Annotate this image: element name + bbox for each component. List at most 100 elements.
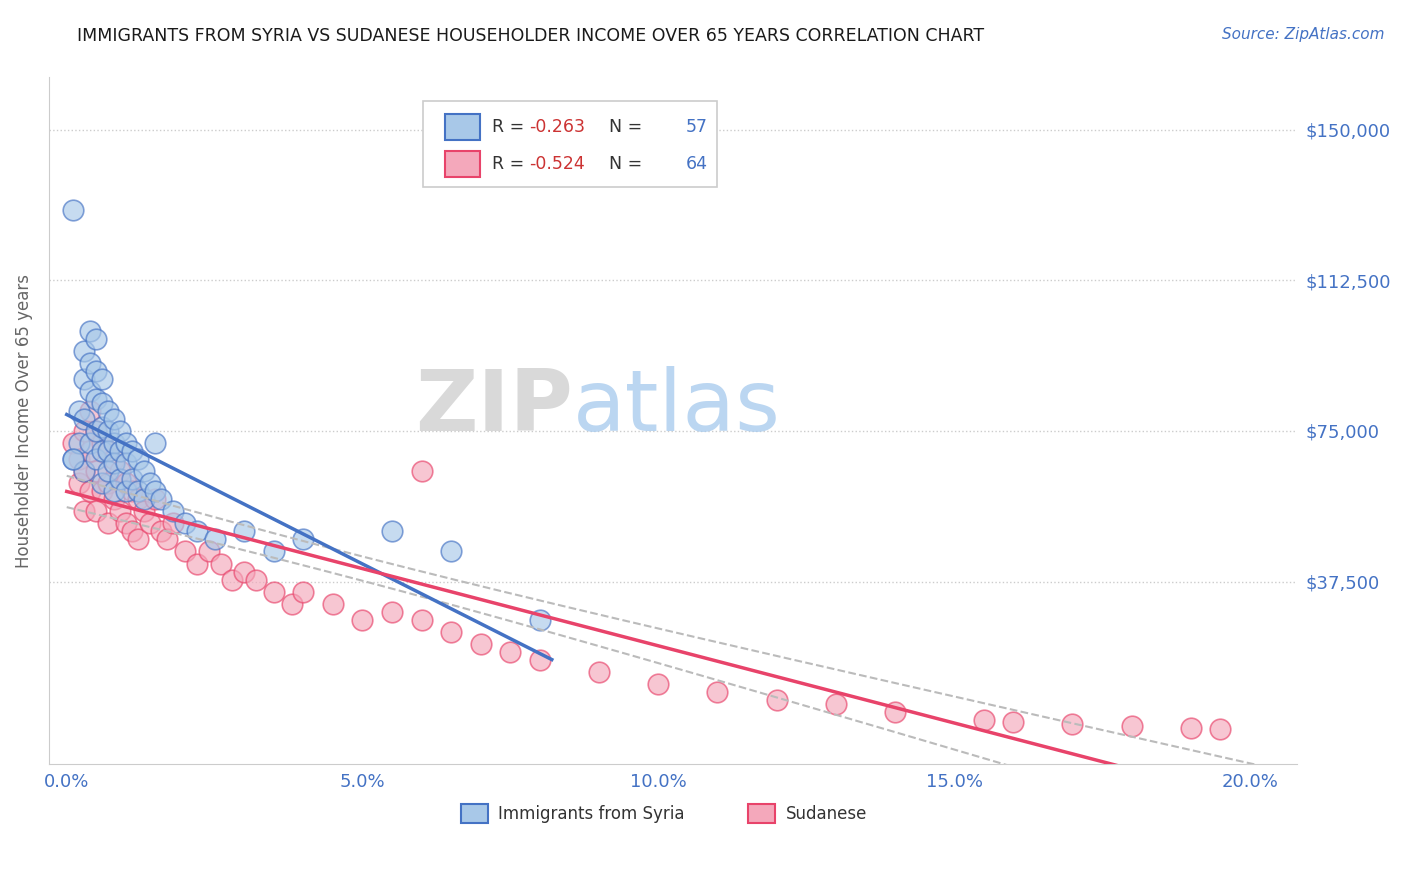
Point: [67, 436, 90, 450]
FancyBboxPatch shape: [461, 805, 488, 823]
Point: [145, 492, 167, 507]
Point: [84, 464, 107, 478]
Text: Source: ZipAtlas.com: Source: ZipAtlas.com: [1222, 27, 1385, 42]
Point: [440, 544, 463, 558]
Point: [103, 492, 125, 507]
Point: [233, 524, 256, 539]
Point: [91, 484, 114, 499]
Point: [73, 464, 96, 478]
FancyBboxPatch shape: [444, 151, 479, 178]
Point: [706, 685, 728, 699]
Point: [91, 372, 114, 386]
Point: [263, 544, 285, 558]
Point: [108, 472, 131, 486]
Point: [204, 533, 226, 547]
Point: [103, 412, 125, 426]
Point: [73, 504, 96, 518]
Point: [67, 452, 90, 467]
Point: [322, 597, 344, 611]
Point: [97, 464, 120, 478]
Point: [73, 412, 96, 426]
Point: [1002, 715, 1025, 730]
Point: [79, 404, 101, 418]
FancyBboxPatch shape: [444, 114, 479, 140]
Point: [132, 504, 155, 518]
Point: [352, 613, 374, 627]
Point: [162, 516, 184, 531]
Point: [91, 396, 114, 410]
Text: -0.524: -0.524: [530, 155, 585, 173]
Point: [103, 484, 125, 499]
Point: [91, 436, 114, 450]
Point: [121, 444, 143, 458]
Point: [381, 524, 404, 539]
Point: [499, 645, 522, 659]
Point: [245, 573, 267, 587]
Point: [73, 372, 96, 386]
Point: [103, 452, 125, 467]
Point: [91, 444, 114, 458]
Point: [883, 705, 905, 719]
Point: [79, 484, 101, 499]
Point: [84, 424, 107, 438]
Text: 64: 64: [686, 155, 707, 173]
Text: 57: 57: [686, 118, 707, 136]
Y-axis label: Householder Income Over 65 years: Householder Income Over 65 years: [15, 274, 32, 568]
Point: [91, 420, 114, 434]
Point: [73, 464, 96, 478]
Point: [150, 492, 173, 507]
Point: [824, 697, 846, 711]
Point: [765, 693, 787, 707]
Point: [174, 516, 197, 531]
Point: [411, 613, 433, 627]
Point: [108, 444, 131, 458]
Point: [115, 456, 138, 470]
Point: [91, 476, 114, 491]
Point: [138, 516, 160, 531]
Point: [73, 343, 96, 358]
Point: [62, 452, 84, 467]
Point: [162, 504, 184, 518]
FancyBboxPatch shape: [748, 805, 776, 823]
Point: [127, 492, 149, 507]
Point: [470, 637, 492, 651]
Point: [150, 524, 173, 539]
Point: [647, 677, 669, 691]
Point: [292, 533, 315, 547]
Text: R =: R =: [492, 155, 530, 173]
Point: [79, 356, 101, 370]
Text: N =: N =: [598, 155, 648, 173]
Point: [108, 464, 131, 478]
Point: [1180, 721, 1202, 735]
Text: N =: N =: [598, 118, 648, 136]
Point: [84, 364, 107, 378]
Point: [108, 424, 131, 438]
Point: [197, 544, 219, 558]
Text: Immigrants from Syria: Immigrants from Syria: [498, 805, 685, 823]
Point: [79, 444, 101, 458]
Point: [79, 324, 101, 338]
Point: [67, 476, 90, 491]
Point: [79, 384, 101, 398]
Point: [79, 436, 101, 450]
Point: [132, 492, 155, 507]
Point: [97, 476, 120, 491]
Point: [115, 484, 138, 499]
Point: [381, 605, 404, 619]
Point: [145, 436, 167, 450]
Point: [62, 452, 84, 467]
Point: [108, 504, 131, 518]
Point: [97, 424, 120, 438]
Point: [263, 584, 285, 599]
Point: [588, 665, 610, 679]
FancyBboxPatch shape: [423, 102, 717, 187]
Point: [62, 436, 84, 450]
Point: [973, 713, 995, 727]
Text: -0.263: -0.263: [530, 118, 585, 136]
Point: [121, 484, 143, 499]
Point: [73, 424, 96, 438]
Text: IMMIGRANTS FROM SYRIA VS SUDANESE HOUSEHOLDER INCOME OVER 65 YEARS CORRELATION C: IMMIGRANTS FROM SYRIA VS SUDANESE HOUSEH…: [77, 27, 984, 45]
Point: [103, 456, 125, 470]
Point: [121, 524, 143, 539]
Point: [1062, 717, 1084, 731]
